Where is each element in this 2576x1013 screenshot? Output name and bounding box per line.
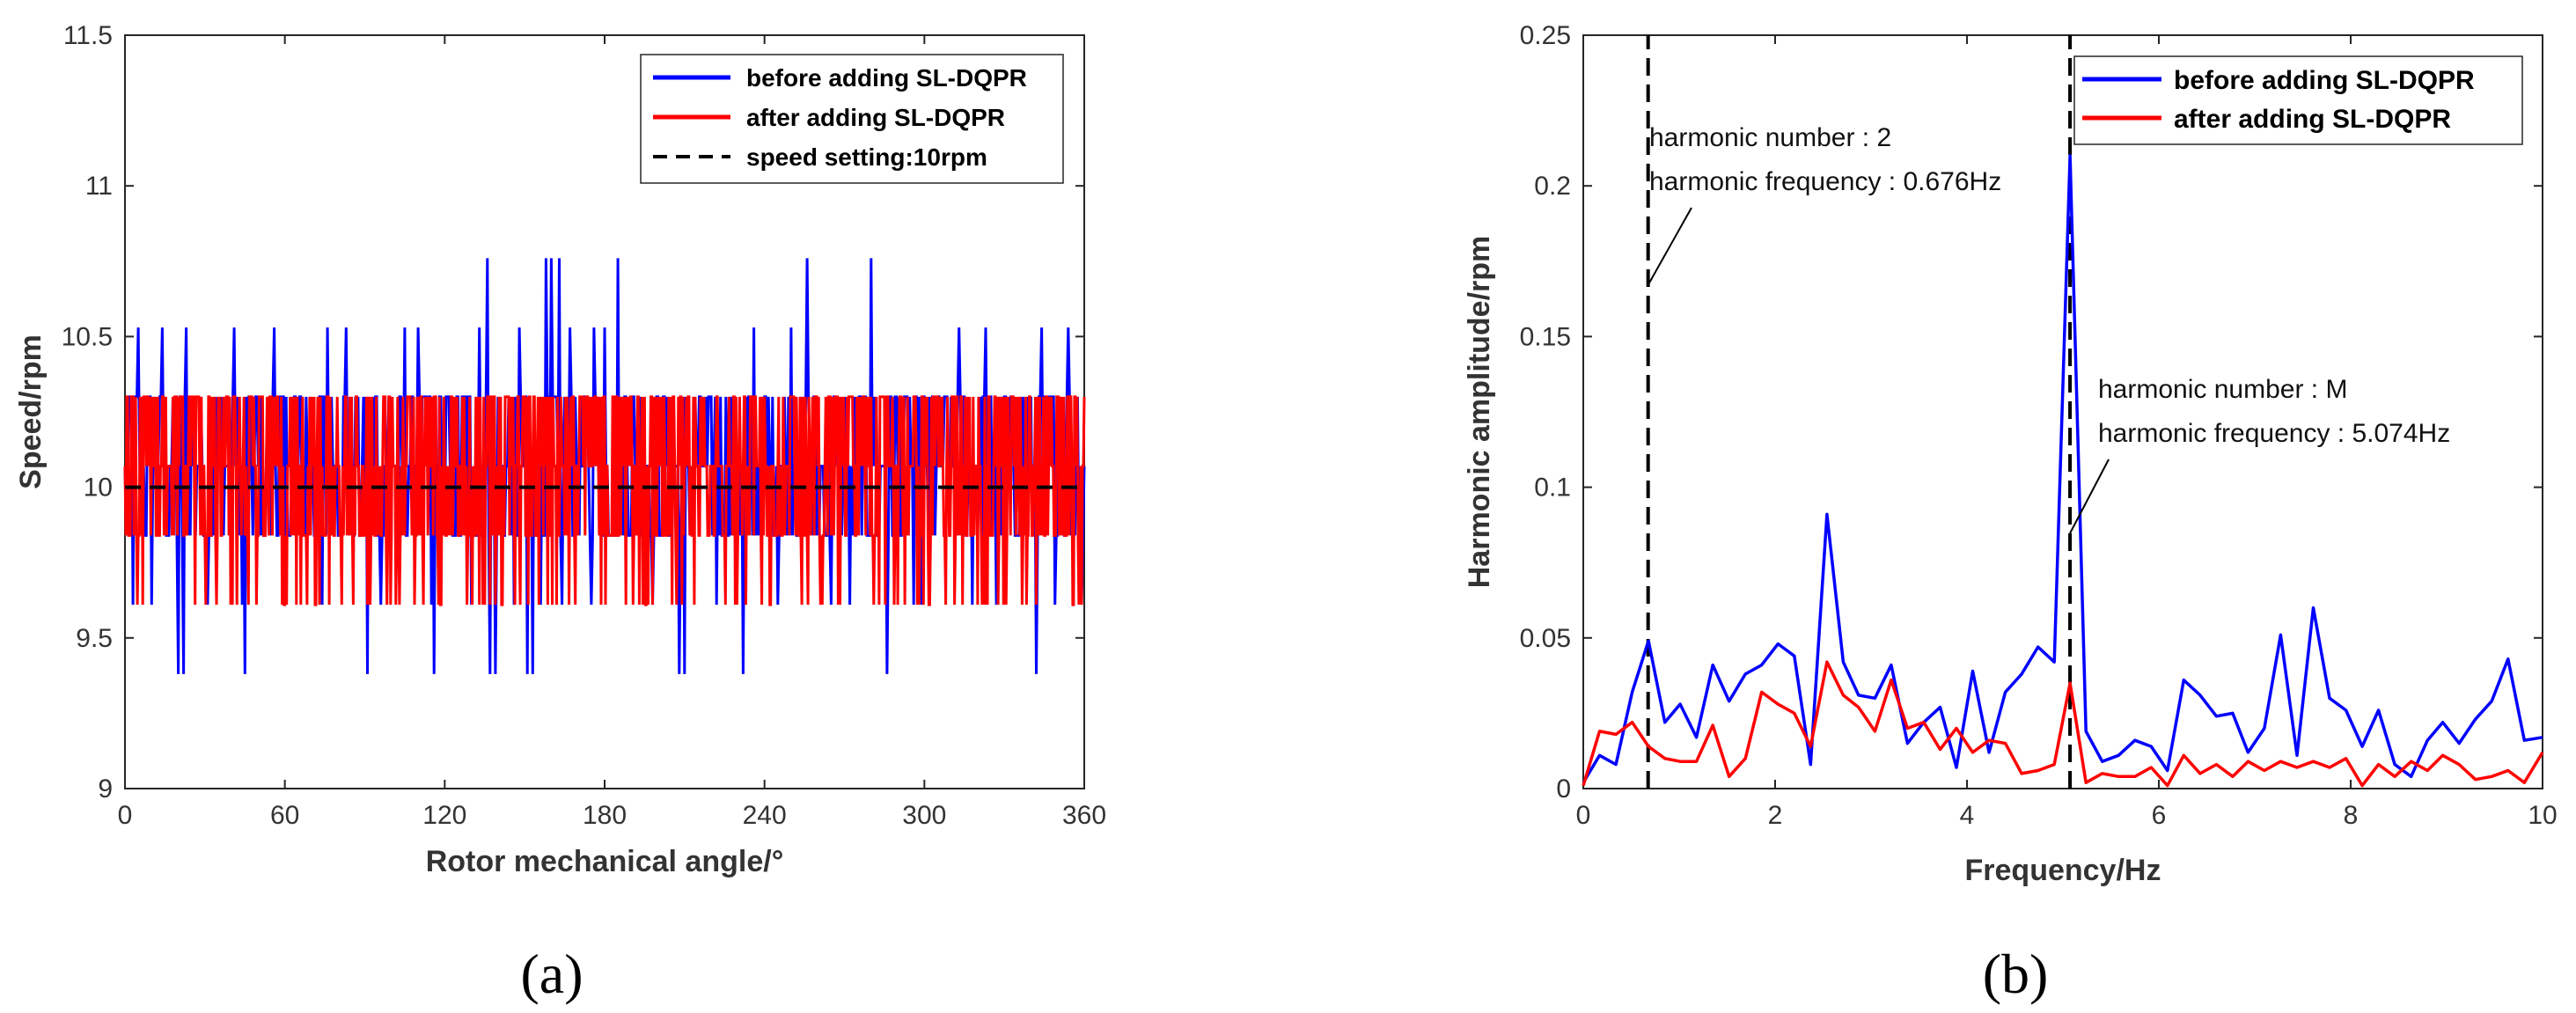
legend-a-label-setting: speed setting:10rpm	[746, 143, 987, 171]
legend-b-label-after: after adding SL-DQPR	[2174, 105, 2451, 134]
chart-b-annotations: harmonic number : 2 harmonic frequency :…	[1647, 123, 2450, 534]
chart-b-xtick-label: 8	[2344, 801, 2359, 830]
chart-a: 0 60 120 180 240 300 360 9 9.5 10 10.5 11 11.5 Rotor…	[14, 21, 1106, 1005]
caption-b: (b)	[1983, 943, 2049, 1005]
chart-b-xtick-label: 10	[2528, 801, 2557, 830]
chart-b-ytick-label: 0	[1556, 774, 1571, 804]
annotation-2-frequency: harmonic frequency : 0.676Hz	[1649, 167, 2001, 196]
legend-b-label-before: before adding SL-DQPR	[2174, 66, 2475, 95]
series-after-line	[123, 395, 1086, 606]
chart-b-xtick-label: 6	[2152, 801, 2167, 830]
chart-a-xtick-label: 60	[270, 801, 299, 830]
chart-a-legend: before adding SL-DQPR after adding SL-DQ…	[640, 54, 1064, 184]
chart-b-ylabel: Harmonic amplitude/rpm	[1463, 236, 1496, 589]
annotation-m-number: harmonic number : M	[2098, 375, 2347, 404]
annotation-2-number: harmonic number : 2	[1649, 123, 1891, 152]
chart-a-xtick-label: 0	[118, 801, 133, 830]
annotation-2-arrow	[1647, 207, 1692, 287]
chart-b-xlabel: Frequency/Hz	[1965, 854, 2161, 887]
chart-a-ytick-label: 10.5	[62, 322, 113, 351]
chart-a-xtick-label: 300	[902, 801, 946, 830]
chart-a-ytick-label: 10	[84, 473, 113, 503]
chart-b-legend-box	[2073, 55, 2523, 145]
series-before-spectrum-line	[1582, 154, 2543, 784]
chart-b-legend: before adding SL-DQPR after adding SL-DQ…	[2073, 55, 2523, 145]
chart-b-ytick-label: 0.05	[1520, 624, 1571, 653]
chart-a-ylabel: Speed/rpm	[14, 334, 48, 489]
chart-b-plot-area	[1582, 35, 2544, 789]
chart-b-xtick-label: 4	[1960, 801, 1975, 830]
chart-a-ytick-label: 9	[98, 774, 113, 804]
chart-b-xtick-label: 0	[1576, 801, 1591, 830]
chart-a-ytick-label: 11.5	[63, 21, 113, 50]
legend-a-label-after: after adding SL-DQPR	[746, 104, 1005, 131]
chart-b-xtick-label: 2	[1768, 801, 1783, 830]
annotation-m-frequency: harmonic frequency : 5.074Hz	[2098, 419, 2450, 448]
chart-a-xtick-label: 360	[1062, 801, 1106, 830]
chart-a-ticks: 0 60 120 180 240 300 360 9 9.5 10 10.5 11 11.5	[62, 21, 1106, 830]
chart-b-ticks: 0 2 4 6 8 10 0 0.05 0.1 0.15 0.2 0.25	[1520, 21, 2558, 830]
caption-a: (a)	[520, 943, 583, 1005]
chart-a-xtick-label: 180	[583, 801, 627, 830]
chart-a-xtick-label: 120	[422, 801, 466, 830]
chart-b-ytick-label: 0.15	[1520, 322, 1571, 351]
chart-b-ytick-label: 0.2	[1534, 172, 1571, 201]
legend-a-label-before: before adding SL-DQPR	[746, 64, 1027, 92]
chart-a-xlabel: Rotor mechanical angle/°	[426, 845, 784, 878]
chart-b-ytick-label: 0.25	[1520, 21, 1571, 50]
chart-a-plot-area	[123, 258, 1086, 674]
chart-a-ytick-label: 9.5	[76, 624, 113, 653]
chart-b-ytick-label: 0.1	[1534, 473, 1571, 503]
series-after-spectrum-line	[1582, 660, 2544, 788]
chart-a-xtick-label: 240	[743, 801, 787, 830]
annotation-m-arrow	[2069, 459, 2110, 534]
chart-a-ytick-label: 11	[85, 172, 113, 201]
